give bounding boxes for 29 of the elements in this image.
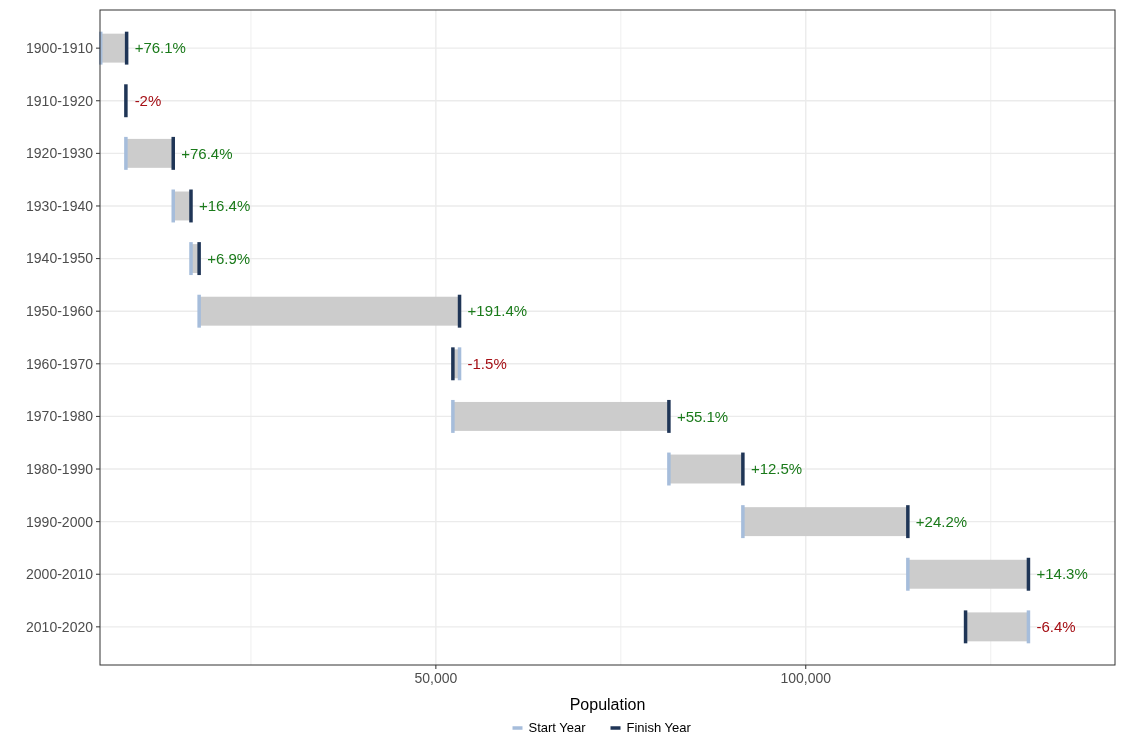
annotation: +16.4% xyxy=(198,197,251,215)
annotation: +14.3% xyxy=(1036,565,1088,583)
y-tick-label: 1900-1910 xyxy=(26,40,94,57)
x-axis-title: Population xyxy=(569,696,646,713)
y-tick-label: 1980-1990 xyxy=(26,460,94,477)
legend-label: Finish Year xyxy=(626,720,692,735)
y-tick-label: 1990-2000 xyxy=(26,513,94,530)
y-tick-label: 1930-1940 xyxy=(26,197,94,214)
annotation: +76.4% xyxy=(181,144,233,162)
x-tick-label: 100,000 xyxy=(780,670,832,686)
x-tick-label: 50,000 xyxy=(414,670,458,686)
annotation: +24.2% xyxy=(915,512,968,530)
annotation: +191.4% xyxy=(467,302,528,320)
annotation: -6.4% xyxy=(1036,618,1076,636)
annotation: +76.1% xyxy=(134,39,186,57)
annotation: +55.1% xyxy=(676,407,729,425)
y-tick-label: 2000-2010 xyxy=(26,566,94,583)
annotation: +12.5% xyxy=(750,460,803,478)
annotation: -1.5% xyxy=(467,355,507,373)
annotation: -2% xyxy=(134,92,162,109)
annotation: +6.9% xyxy=(207,249,251,267)
legend-label: Start Year xyxy=(528,720,587,735)
y-tick-label: 1920-1930 xyxy=(26,145,94,162)
y-tick-label: 1960-1970 xyxy=(26,355,94,372)
y-tick-label: 1950-1960 xyxy=(26,303,94,320)
y-tick-label: 1970-1980 xyxy=(26,408,94,425)
y-tick-label: 1910-1920 xyxy=(26,92,94,109)
y-tick-label: 2010-2020 xyxy=(26,618,94,635)
y-tick-label: 1940-1950 xyxy=(26,250,94,267)
